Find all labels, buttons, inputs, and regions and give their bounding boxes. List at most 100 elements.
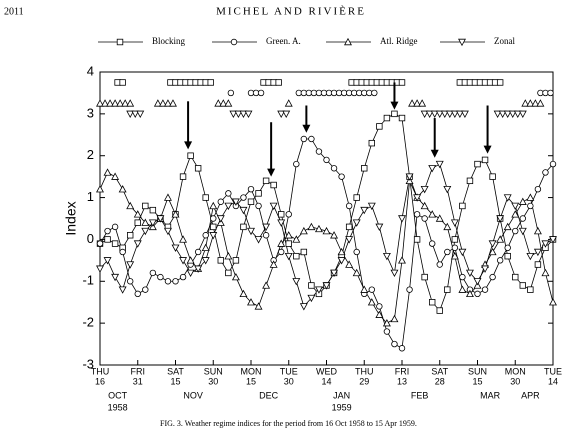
marker-square — [111, 240, 119, 247]
marker-square — [255, 190, 262, 197]
x-tick-date: 30 — [208, 376, 218, 386]
marker-inv-triangle — [239, 110, 248, 118]
marker-inv-triangle — [518, 110, 527, 118]
marker-inv-triangle — [186, 269, 195, 278]
marker-circle — [257, 89, 265, 97]
marker-inv-triangle — [508, 110, 517, 118]
running-head: MICHEL AND RIVIÈRE — [216, 6, 366, 18]
marker-triangle — [126, 201, 135, 210]
marker-inv-triangle — [533, 248, 542, 257]
marker-inv-triangle — [171, 244, 180, 252]
marker-circle — [262, 232, 270, 239]
y-tick-label: -1 — [82, 273, 94, 288]
marker-square — [428, 299, 436, 306]
marker-circle — [429, 240, 436, 247]
marker-inv-triangle — [435, 110, 444, 118]
marker-triangle — [408, 99, 417, 107]
marker-square — [383, 114, 391, 122]
marker-triangle — [262, 281, 271, 289]
marker-inv-triangle — [322, 282, 331, 290]
marker-square — [277, 211, 285, 218]
marker-triangle — [118, 185, 127, 193]
marker-inv-triangle — [488, 240, 497, 248]
marker-circle — [164, 278, 172, 285]
marker-triangle — [526, 99, 535, 107]
marker-circle — [504, 244, 511, 251]
marker-triangle — [239, 289, 248, 298]
x-tick-date: 30 — [284, 376, 294, 386]
marker-inv-triangle — [493, 110, 502, 118]
marker-triangle — [169, 99, 177, 107]
legend-label: Atl. Ridge — [380, 36, 418, 46]
arrow-head — [483, 145, 492, 154]
arrow-head — [267, 168, 276, 177]
x-tick-label: FRI — [395, 366, 410, 376]
marker-inv-triangle — [96, 265, 104, 273]
marker-triangle — [352, 268, 361, 277]
marker-inv-triangle — [277, 110, 286, 118]
marker-square — [262, 177, 270, 185]
marker-inv-triangle — [299, 303, 308, 311]
x-tick-label: FRI — [131, 366, 146, 376]
marker-triangle — [428, 210, 437, 218]
marker-circle — [230, 38, 238, 46]
marker-square — [104, 236, 111, 243]
marker-triangle — [96, 185, 104, 193]
marker-inv-triangle — [473, 278, 482, 286]
marker-triangle — [314, 224, 323, 233]
marker-triangle — [549, 298, 557, 306]
marker-circle — [157, 273, 164, 281]
marker-square — [293, 252, 300, 260]
marker-inv-triangle — [375, 223, 384, 232]
page-number: 2011 — [4, 6, 24, 17]
marker-triangle — [420, 201, 429, 210]
marker-inv-triangle — [420, 185, 429, 194]
marker-square — [127, 232, 134, 239]
marker-square — [444, 286, 451, 293]
x-tick-date: 15 — [472, 376, 482, 386]
marker-inv-triangle — [345, 236, 354, 244]
x-tick-date: 14 — [321, 376, 331, 386]
marker-inv-triangle — [330, 269, 339, 278]
marker-inv-triangle — [194, 265, 203, 273]
y-axis-label: Index — [63, 201, 79, 235]
marker-inv-triangle — [549, 236, 557, 244]
marker-square — [504, 252, 511, 260]
marker-triangle — [450, 252, 459, 260]
marker-inv-triangle — [244, 110, 253, 118]
marker-inv-triangle — [133, 240, 142, 248]
marker-square — [134, 219, 141, 226]
marker-inv-triangle — [367, 202, 376, 211]
marker-circle — [534, 185, 542, 193]
marker-inv-triangle — [126, 261, 135, 269]
marker-triangle — [382, 319, 391, 327]
marker-circle — [345, 202, 353, 210]
marker-circle — [371, 89, 378, 97]
x-tick-label: SAT — [431, 366, 448, 376]
marker-inv-triangle — [481, 265, 490, 273]
marker-triangle — [224, 99, 233, 107]
marker-triangle — [209, 201, 218, 210]
marker-inv-triangle — [425, 110, 434, 118]
marker-circle — [398, 345, 406, 352]
marker-triangle — [214, 99, 223, 107]
marker-triangle — [186, 256, 195, 264]
marker-inv-triangle — [440, 110, 449, 118]
marker-inv-triangle — [269, 202, 278, 211]
marker-circle — [179, 273, 187, 281]
marker-triangle — [418, 99, 427, 107]
marker-circle — [227, 89, 235, 97]
marker-triangle — [375, 310, 384, 318]
marker-triangle — [163, 99, 172, 107]
marker-circle — [459, 273, 466, 281]
marker-triangle — [163, 193, 172, 201]
marker-square — [519, 282, 526, 289]
marker-triangle — [390, 314, 399, 323]
marker-circle — [142, 286, 149, 293]
marker-circle — [549, 160, 557, 168]
marker-triangle — [360, 285, 369, 293]
marker-inv-triangle — [231, 198, 240, 206]
marker-triangle — [367, 298, 376, 306]
marker-circle — [413, 211, 421, 218]
